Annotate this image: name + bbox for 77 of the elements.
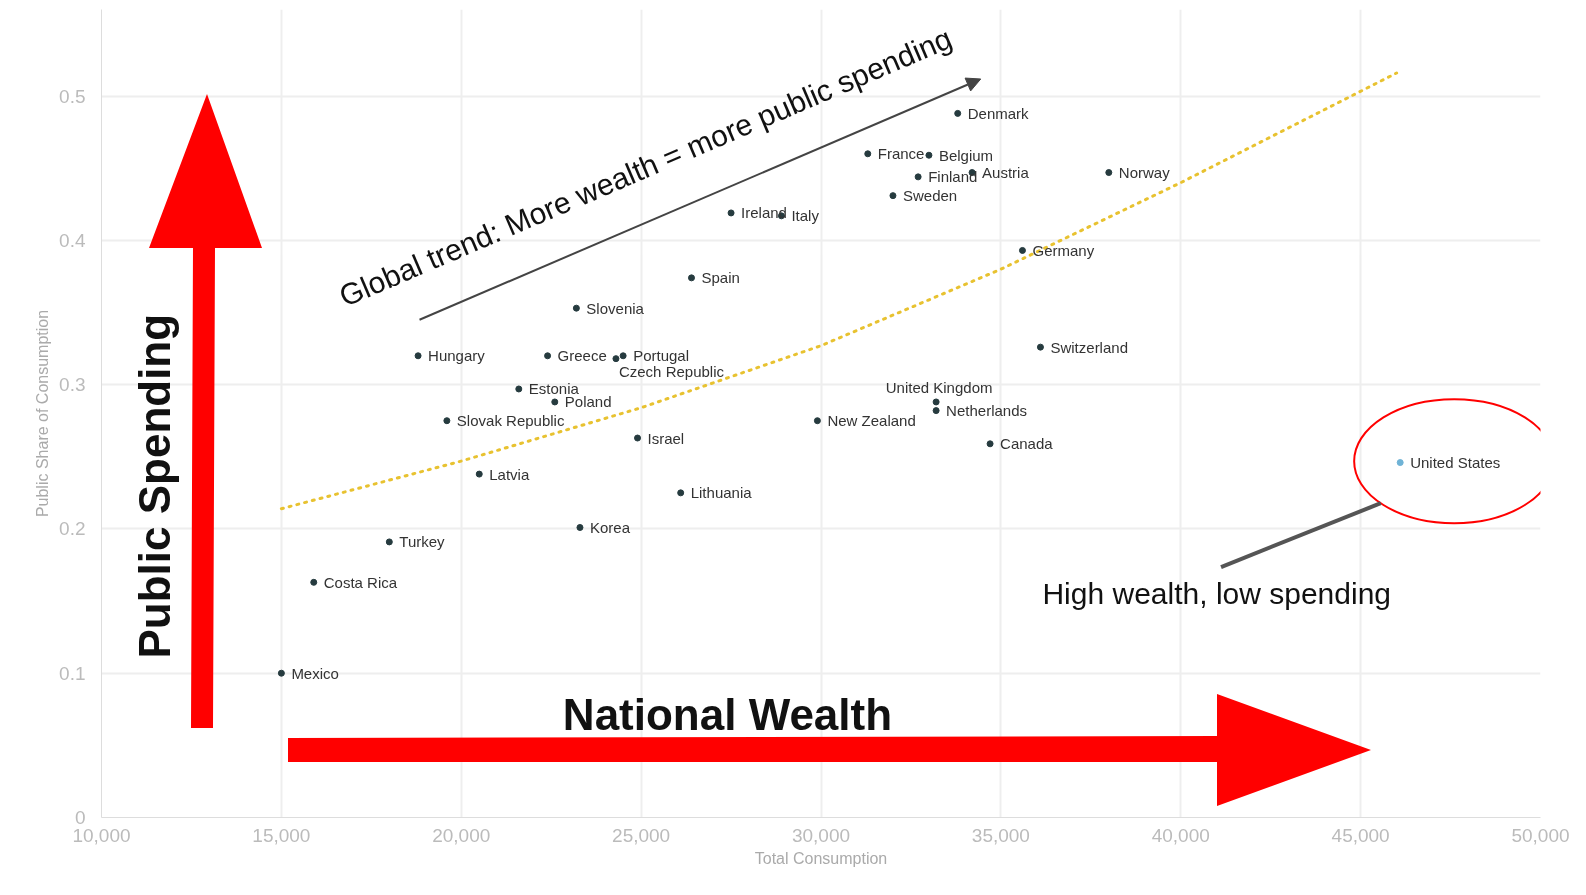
annotation: Korea bbox=[589, 518, 631, 536]
annotation: National Wealth bbox=[562, 689, 893, 739]
point bbox=[986, 440, 994, 448]
point bbox=[551, 398, 559, 406]
annotation: Belgium bbox=[938, 146, 994, 164]
point bbox=[572, 304, 580, 312]
x-tick-label: 40,000 bbox=[1151, 824, 1210, 846]
point bbox=[914, 173, 922, 181]
point bbox=[443, 417, 451, 425]
point bbox=[932, 407, 940, 415]
x-tick-label: 30,000 bbox=[791, 824, 851, 846]
x-axis-title: Total Consumption bbox=[754, 849, 888, 867]
annotation: Hungary bbox=[428, 347, 486, 365]
point bbox=[612, 355, 620, 363]
point bbox=[1036, 343, 1044, 351]
annotation: Spain bbox=[701, 269, 740, 287]
y-tick-label: 0.5 bbox=[59, 85, 86, 107]
point bbox=[544, 352, 552, 360]
point bbox=[1105, 169, 1113, 177]
point bbox=[475, 470, 483, 478]
annotation: Latvia bbox=[489, 465, 530, 483]
annotation: France bbox=[877, 145, 925, 163]
point bbox=[677, 489, 685, 497]
annotation: Israel bbox=[647, 429, 685, 447]
annotation: Switzerland bbox=[1050, 338, 1128, 356]
x-tick-label: 15,000 bbox=[252, 824, 311, 846]
annotation: United States bbox=[1410, 454, 1501, 472]
annotation: Italy bbox=[791, 207, 820, 225]
x-tick-label: 25,000 bbox=[612, 824, 671, 846]
annotation: New Zealand bbox=[827, 412, 916, 430]
annotation: Finland bbox=[928, 168, 978, 186]
annotation: Denmark bbox=[967, 104, 1030, 122]
point bbox=[727, 209, 735, 217]
point bbox=[414, 352, 422, 360]
x-tick-label: 35,000 bbox=[971, 824, 1030, 846]
point bbox=[687, 274, 695, 282]
point bbox=[932, 398, 940, 406]
y-axis-title: Public Share of Consumption bbox=[34, 309, 52, 518]
annotation: Turkey bbox=[399, 533, 446, 551]
annotation: Sweden bbox=[902, 187, 958, 205]
point bbox=[619, 352, 627, 360]
x-tick-label: 20,000 bbox=[432, 824, 491, 846]
point bbox=[277, 669, 285, 677]
point bbox=[515, 385, 523, 393]
y-tick-label: 0.1 bbox=[59, 662, 86, 684]
point bbox=[634, 434, 642, 442]
annotation: Norway bbox=[1118, 164, 1171, 182]
annotation: Austria bbox=[982, 164, 1030, 182]
point bbox=[1396, 459, 1404, 467]
annotation: Costa Rica bbox=[323, 573, 398, 591]
y-tick-label: 0.3 bbox=[59, 374, 86, 396]
annotation: Greece bbox=[557, 347, 607, 365]
annotation: Public Spending bbox=[129, 313, 179, 659]
annotation: Germany bbox=[1032, 241, 1095, 259]
point bbox=[576, 523, 584, 531]
x-tick-label: 45,000 bbox=[1331, 824, 1390, 846]
x-tick-label: 50,000 bbox=[1511, 824, 1570, 846]
annotation: Portugal bbox=[633, 347, 690, 365]
point bbox=[889, 192, 897, 200]
annotation: Lithuania bbox=[690, 484, 753, 502]
point bbox=[864, 150, 872, 158]
annotation: High wealth, low spending bbox=[1042, 577, 1391, 611]
annotation: Canada bbox=[1000, 435, 1054, 453]
annotation: Slovenia bbox=[586, 299, 645, 317]
annotation: United Kingdom bbox=[885, 379, 993, 397]
point bbox=[385, 538, 393, 546]
annotation: Mexico bbox=[291, 664, 339, 682]
point bbox=[310, 578, 318, 586]
point bbox=[1018, 246, 1026, 254]
y-tick-label: 0.2 bbox=[59, 518, 86, 540]
annotation: Netherlands bbox=[946, 402, 1028, 420]
point bbox=[813, 417, 821, 425]
y-tick-label: 0.4 bbox=[59, 229, 86, 251]
point bbox=[925, 151, 933, 159]
point bbox=[954, 109, 962, 117]
annotation: Czech Republic bbox=[618, 363, 725, 381]
annotation: Slovak Republic bbox=[456, 412, 565, 430]
